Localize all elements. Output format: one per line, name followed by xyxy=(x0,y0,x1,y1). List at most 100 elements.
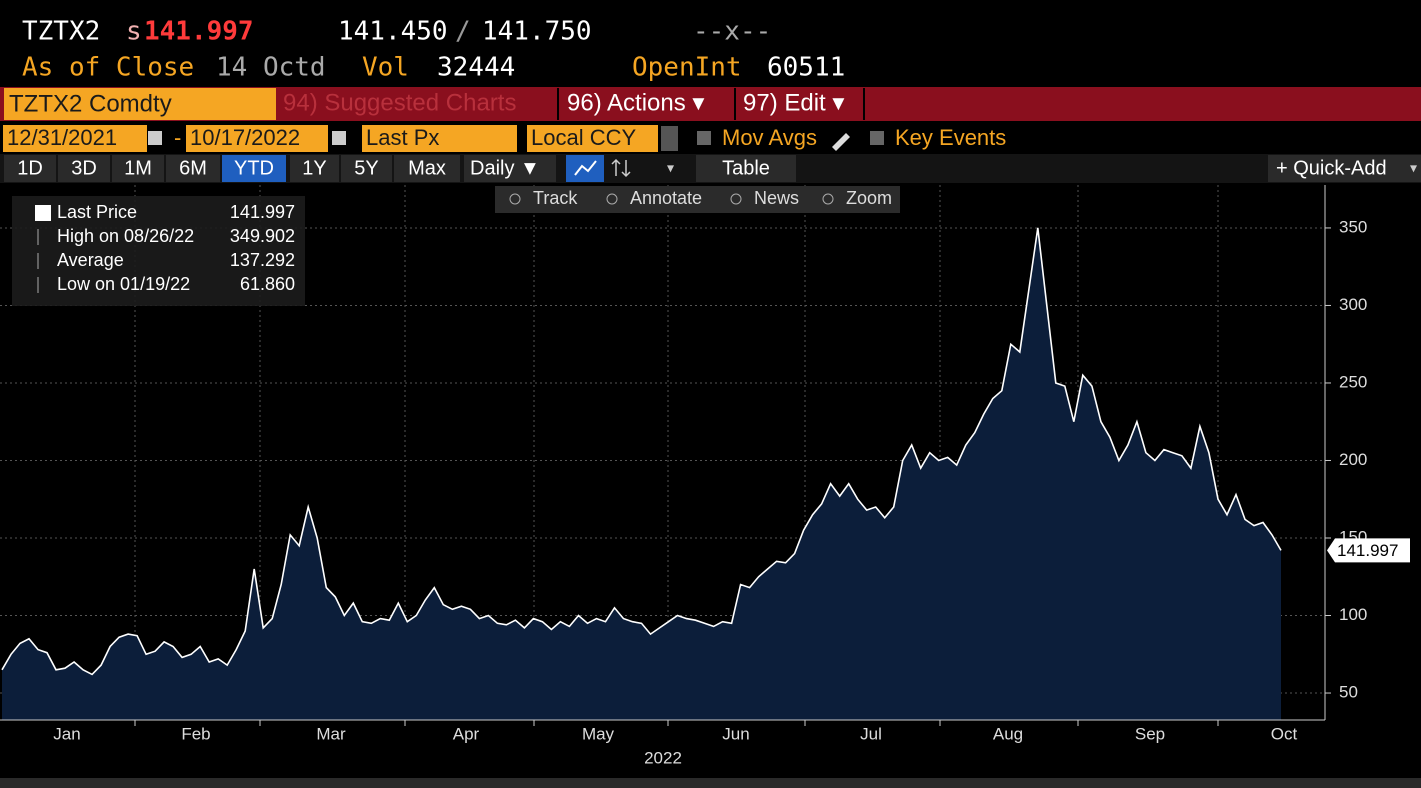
period-label[interactable]: 1D xyxy=(17,157,43,179)
quote-header: TZTX2 s 141.997 141.450 / 141.750 --x-- … xyxy=(22,17,845,83)
tools: Track Annotate News Zoom xyxy=(509,188,892,208)
currency[interactable]: Local CCY xyxy=(531,125,636,150)
suggested-charts[interactable]: 94) Suggested Charts xyxy=(283,89,516,116)
dash: - xyxy=(174,125,181,150)
as-of-date: 14 Octd xyxy=(216,53,326,83)
frequency-button[interactable] xyxy=(464,155,556,182)
x-tick-label: May xyxy=(582,724,615,743)
legend-label: Last Price xyxy=(57,202,137,222)
x-tick-label: Aug xyxy=(993,724,1023,743)
tool-icon[interactable] xyxy=(730,193,742,205)
x-tick-label: Apr xyxy=(453,724,480,743)
last-label: 141.997 xyxy=(1337,541,1398,560)
period-button[interactable] xyxy=(112,155,164,182)
tool-label[interactable]: Zoom xyxy=(846,188,892,208)
quick-add-button[interactable] xyxy=(1268,155,1421,182)
x-tick-label: Jun xyxy=(722,724,749,743)
table[interactable]: Table xyxy=(722,157,770,179)
period-label[interactable]: Max xyxy=(408,157,446,179)
y-tick-label: 300 xyxy=(1339,295,1367,314)
calendar-icon[interactable] xyxy=(148,131,162,145)
area xyxy=(2,227,1281,720)
status-bar xyxy=(0,778,1421,788)
currency-box[interactable] xyxy=(527,125,658,152)
field[interactable]: Last Px xyxy=(366,125,439,150)
legend-label: High on 08/26/22 xyxy=(57,226,194,246)
key-events[interactable]: Key Events xyxy=(895,125,1006,150)
period-button[interactable] xyxy=(58,155,110,182)
start-date-box[interactable] xyxy=(3,125,147,152)
tool-icon[interactable] xyxy=(606,193,618,205)
price-prefix: s xyxy=(126,17,142,47)
as-of-label: As of Close xyxy=(22,53,194,83)
y-tick-label: 350 xyxy=(1339,217,1367,236)
last-label-box xyxy=(1327,538,1410,563)
quick-add[interactable]: + Quick-Add xyxy=(1276,157,1387,179)
legend-value: 137.292 xyxy=(230,250,295,270)
x-tick-label: Sep xyxy=(1135,724,1165,743)
period-label[interactable]: YTD xyxy=(234,157,274,179)
tool-label[interactable]: News xyxy=(754,188,799,208)
period-label[interactable]: 6M xyxy=(179,157,207,179)
tool-icon[interactable] xyxy=(822,193,834,205)
period-button[interactable] xyxy=(222,155,286,182)
legend-swatch xyxy=(35,205,51,221)
period-button[interactable] xyxy=(341,155,392,182)
end-date-box[interactable] xyxy=(186,125,328,152)
legend-label: Low on 01/19/22 xyxy=(57,274,190,294)
openint-label: OpenInt xyxy=(632,53,742,83)
bid: 141.450 xyxy=(338,17,448,47)
dropdown-arrow[interactable]: ▾ xyxy=(667,160,674,176)
openint: 60511 xyxy=(767,53,845,83)
legend-label: Average xyxy=(57,250,124,270)
period-label[interactable]: 1M xyxy=(124,157,152,179)
x-tick-label: Mar xyxy=(316,724,346,743)
field-box[interactable] xyxy=(362,125,517,152)
sort-icon[interactable] xyxy=(611,158,631,178)
x-tick-label: Jan xyxy=(53,724,80,743)
x-tick-label: Jul xyxy=(860,724,882,743)
tool-label[interactable]: Annotate xyxy=(630,188,702,208)
period-button[interactable] xyxy=(166,155,220,182)
dropdown-arrow[interactable]: ▾ xyxy=(1410,160,1417,176)
period-label[interactable]: 5Y xyxy=(354,157,378,179)
period-label[interactable]: 1Y xyxy=(302,157,326,179)
mov-avgs[interactable]: Mov Avgs xyxy=(722,125,817,150)
security-box[interactable] xyxy=(4,88,276,120)
security[interactable]: TZTX2 Comdty xyxy=(9,90,172,117)
dropdown[interactable] xyxy=(661,126,678,151)
vol: 32444 xyxy=(437,53,515,83)
tool-icon[interactable] xyxy=(509,193,521,205)
period-button[interactable] xyxy=(394,155,460,182)
period-button[interactable] xyxy=(290,155,339,182)
pencil-icon[interactable] xyxy=(832,133,850,151)
y-tick-label: 250 xyxy=(1339,372,1367,391)
checkbox[interactable] xyxy=(697,131,711,145)
line-icon xyxy=(574,160,597,176)
table-button[interactable] xyxy=(696,155,796,182)
last-price: 141.997 xyxy=(144,17,254,47)
vol-label: Vol xyxy=(362,53,409,83)
tool-label[interactable]: Track xyxy=(533,188,578,208)
frequency[interactable]: Daily ▼ xyxy=(470,157,540,179)
period-label[interactable]: 3D xyxy=(71,157,97,179)
ask: 141.750 xyxy=(482,17,592,47)
y-tick-label: 50 xyxy=(1339,683,1358,702)
end-date[interactable]: 10/17/2022 xyxy=(190,125,300,150)
actions[interactable]: 96) Actions ▾ xyxy=(567,89,704,116)
legend-value: 61.860 xyxy=(240,274,295,294)
period-buttons: 1D 3D 1M 6M YTD 1Y 5Y Max xyxy=(4,155,460,182)
legend: Last Price 141.997 High on 08/26/22 349.902… xyxy=(35,202,295,294)
checkbox[interactable] xyxy=(870,131,884,145)
calendar-icon[interactable] xyxy=(332,131,346,145)
change: --x-- xyxy=(693,17,771,47)
legend-value: 349.902 xyxy=(230,226,295,246)
period-button[interactable] xyxy=(4,155,56,182)
edit[interactable]: 97) Edit ▾ xyxy=(743,89,844,116)
x-tick-label: Feb xyxy=(181,724,210,743)
legend-value: 141.997 xyxy=(230,202,295,222)
start-date[interactable]: 12/31/2021 xyxy=(7,125,117,150)
separator: / xyxy=(455,17,471,47)
